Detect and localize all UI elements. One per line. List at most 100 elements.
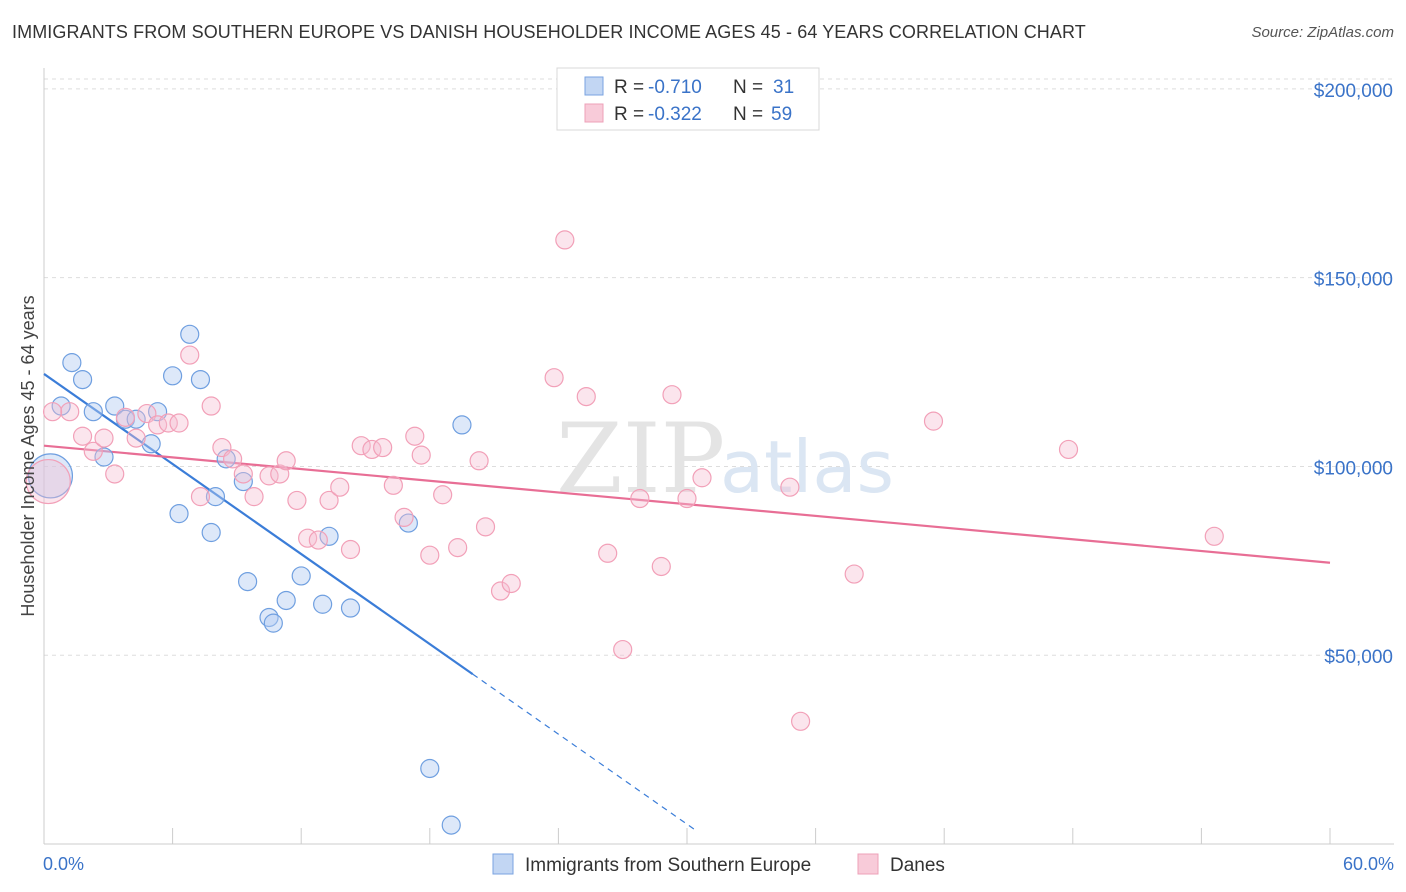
point-immigrants-10 (94, 447, 114, 467)
point-immigrants-13 (190, 370, 211, 390)
point-danes-41 (501, 573, 521, 594)
point-danes-47 (630, 488, 650, 509)
point-danes-32 (394, 507, 414, 528)
point-danes-7 (126, 428, 146, 448)
legend-swatch-immigrants (584, 76, 604, 96)
point-danes-26 (330, 477, 350, 497)
chart-source: Source: ZipAtlas.com (1251, 24, 1394, 41)
point-danes-52 (780, 477, 800, 497)
legend-swatch-danes (584, 103, 604, 123)
x-tick-label-left: 0.0% (43, 854, 84, 874)
point-danes-31 (383, 475, 403, 495)
point-immigrants-2 (72, 370, 93, 390)
x-tick-label-right: 60.0% (1343, 854, 1394, 874)
point-danes-55 (923, 411, 944, 431)
point-danes-38 (469, 451, 489, 471)
point-danes-48 (662, 385, 682, 405)
point-immigrants-0 (27, 453, 74, 499)
legend-r-label-2: R = (614, 104, 644, 125)
point-danes-1 (60, 402, 80, 422)
point-danes-46 (613, 639, 633, 660)
legend-r-value-2: -0.322 (648, 104, 702, 125)
point-immigrants-23 (238, 571, 258, 592)
point-danes-50 (677, 488, 697, 509)
gridlines (44, 78, 1394, 656)
point-immigrants-21 (452, 415, 472, 435)
point-danes-39 (475, 517, 496, 537)
point-immigrants-17 (169, 504, 189, 524)
point-danes-28 (351, 436, 371, 456)
trend-line-extension-0 (472, 673, 699, 833)
y-axis-label: Householder Income Ages 45 - 64 years (18, 295, 38, 616)
legend-bottom-swatch-danes (857, 853, 879, 875)
point-danes-18 (244, 487, 264, 507)
point-immigrants-30 (441, 815, 461, 835)
legend-r-label-1: R = (614, 77, 644, 98)
legend-n-label-2: N = (733, 104, 763, 125)
point-immigrants-16 (205, 487, 226, 507)
point-danes-30 (373, 437, 393, 458)
trend-lines (43, 373, 1331, 833)
point-danes-16 (223, 449, 243, 469)
point-danes-34 (411, 445, 431, 465)
point-immigrants-24 (276, 590, 296, 611)
point-danes-14 (190, 487, 211, 507)
data-points (25, 230, 1224, 835)
point-danes-58 (42, 402, 63, 422)
watermark-atlas: atlas (720, 425, 894, 509)
point-danes-0 (25, 458, 71, 505)
legend-bottom-label-danes: Danes (890, 855, 945, 876)
point-immigrants-15 (233, 471, 253, 492)
point-danes-51 (692, 468, 712, 488)
y-tick-label-0: $200,000 (1314, 81, 1393, 102)
point-immigrants-1 (62, 353, 82, 373)
legend-n-label-1: N = (733, 77, 763, 98)
chart-title: IMMIGRANTS FROM SOUTHERN EUROPE VS DANIS… (12, 22, 1086, 42)
point-immigrants-18 (201, 522, 221, 543)
point-danes-36 (433, 485, 453, 505)
point-danes-33 (405, 426, 425, 446)
point-immigrants-22 (291, 566, 311, 586)
point-danes-21 (276, 451, 296, 471)
point-danes-43 (555, 230, 575, 250)
point-immigrants-26 (340, 598, 361, 618)
y-tick-labels: $200,000 $150,000 $100,000 $50,000 (1314, 81, 1393, 668)
point-danes-24 (308, 530, 328, 550)
point-immigrants-19 (319, 526, 339, 546)
point-danes-57 (1204, 526, 1224, 546)
point-danes-53 (790, 711, 811, 731)
point-immigrants-4 (83, 402, 103, 422)
point-danes-2 (72, 426, 93, 446)
point-immigrants-14 (216, 449, 236, 469)
point-danes-40 (490, 581, 511, 601)
point-immigrants-25 (313, 594, 333, 614)
watermark: ZIP atlas (556, 403, 894, 515)
point-danes-45 (598, 543, 618, 563)
point-immigrants-12 (180, 324, 200, 344)
point-danes-44 (576, 386, 596, 407)
trend-line-0 (43, 373, 474, 675)
point-immigrants-9 (141, 434, 161, 454)
point-immigrants-11 (163, 366, 183, 386)
y-tick-label-2: $100,000 (1314, 458, 1393, 479)
legend-bottom: Immigrants from Southern Europe Danes (492, 853, 945, 876)
point-danes-42 (544, 368, 564, 388)
legend-top: R = -0.710 N = 31 R = -0.322 N = 59 (556, 67, 820, 131)
point-danes-17 (233, 464, 253, 484)
point-danes-54 (844, 564, 864, 584)
point-danes-56 (1058, 439, 1079, 460)
point-danes-11 (169, 413, 189, 433)
point-danes-37 (448, 538, 468, 558)
point-danes-6 (115, 407, 136, 427)
legend-n-value-2: 59 (771, 104, 792, 125)
legend-n-value-1: 31 (773, 77, 794, 98)
y-tick-label-1: $150,000 (1314, 270, 1393, 291)
point-danes-13 (201, 396, 221, 416)
point-immigrants-29 (420, 758, 440, 779)
watermark-zip: ZIP (556, 403, 725, 515)
point-immigrants-28 (263, 613, 283, 633)
point-danes-12 (180, 345, 200, 365)
point-danes-22 (287, 490, 307, 511)
point-danes-3 (83, 441, 103, 461)
